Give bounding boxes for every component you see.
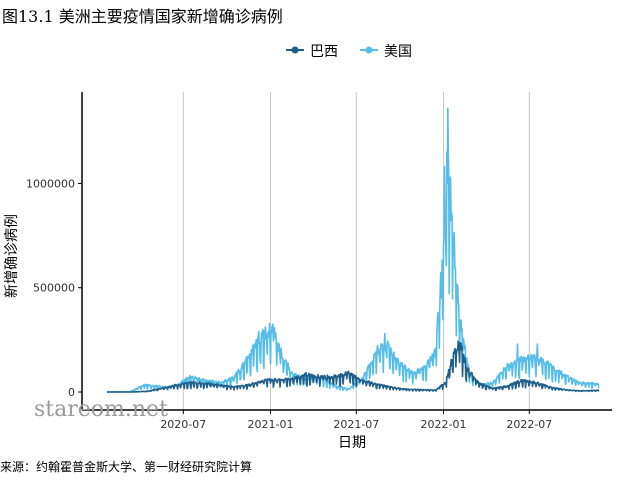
series-line-1 (106, 107, 600, 393)
x-tick-label: 2022-07 (506, 418, 552, 431)
series-line-0 (106, 340, 600, 393)
y-tick-label: 1000000 (26, 177, 75, 190)
chart-title: 图13.1 美洲主要疫情国家新增确诊病例 (2, 7, 283, 26)
y-axis-label: 新增确诊病例 (4, 214, 20, 298)
x-axis-label: 日期 (338, 435, 366, 451)
series-layer (106, 107, 600, 393)
legend: 巴西 美国 (286, 44, 412, 60)
legend-item-1: 美国 (360, 44, 412, 60)
x-tick-label: 2022-01 (421, 418, 467, 431)
x-tick-label: 2021-01 (248, 418, 294, 431)
y-tick-label: 500000 (33, 282, 75, 295)
legend-swatch-marker (291, 46, 299, 54)
watermark: stareom.net (34, 397, 168, 422)
axes: 0 500000 1000000 2020-07 2021-01 2021-07 2022-… (26, 92, 612, 431)
legend-swatch-marker (365, 46, 373, 54)
source-note: 来源：约翰霍普金斯大学、第一财经研究院计算 (0, 460, 253, 474)
grid-lines (182, 92, 530, 410)
x-tick-label: 2021-07 (333, 418, 379, 431)
x-tick-label: 2020-07 (160, 418, 206, 431)
legend-item-0: 巴西 (286, 44, 338, 60)
legend-label: 巴西 (310, 44, 338, 60)
y-tick-label: 0 (68, 386, 75, 399)
legend-label: 美国 (384, 44, 412, 60)
